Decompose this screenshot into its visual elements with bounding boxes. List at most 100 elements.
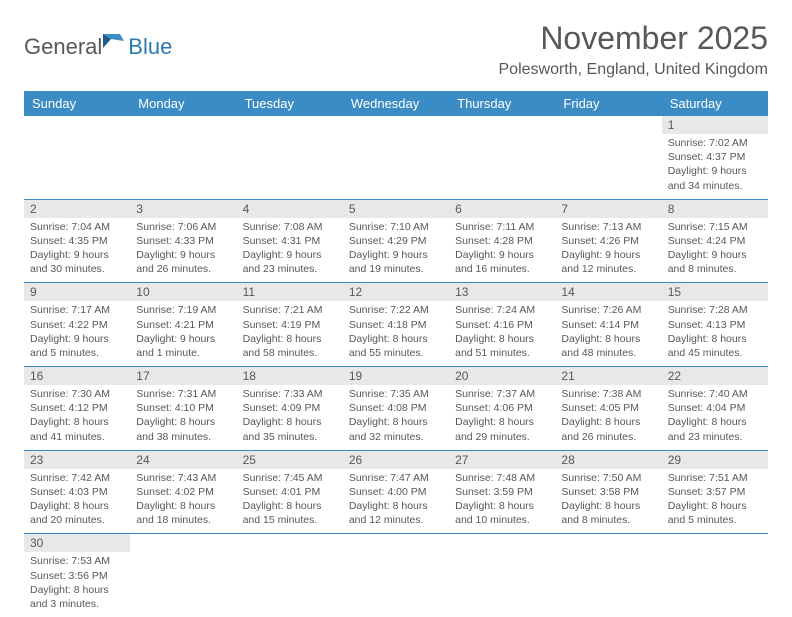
- daylight-text: Daylight: 9 hours and 5 minutes.: [30, 332, 124, 360]
- logo-text-blue: Blue: [128, 34, 172, 60]
- sunrise-text: Sunrise: 7:24 AM: [455, 303, 549, 317]
- sunrise-text: Sunrise: 7:33 AM: [243, 387, 337, 401]
- daylight-text: Daylight: 8 hours and 18 minutes.: [136, 499, 230, 527]
- calendar-cell: 22Sunrise: 7:40 AMSunset: 4:04 PMDayligh…: [662, 367, 768, 451]
- day-header: Tuesday: [237, 91, 343, 116]
- title-block: November 2025 Polesworth, England, Unite…: [499, 20, 769, 79]
- day-content: Sunrise: 7:02 AMSunset: 4:37 PMDaylight:…: [662, 134, 768, 199]
- day-number: 17: [130, 367, 236, 385]
- calendar-cell: 4Sunrise: 7:08 AMSunset: 4:31 PMDaylight…: [237, 199, 343, 283]
- sunset-text: Sunset: 4:29 PM: [349, 234, 443, 248]
- day-number: 18: [237, 367, 343, 385]
- day-content: Sunrise: 7:13 AMSunset: 4:26 PMDaylight:…: [555, 218, 661, 283]
- daylight-text: Daylight: 9 hours and 34 minutes.: [668, 164, 762, 192]
- calendar-cell: [555, 116, 661, 199]
- daylight-text: Daylight: 9 hours and 30 minutes.: [30, 248, 124, 276]
- day-number: 13: [449, 283, 555, 301]
- sunrise-text: Sunrise: 7:10 AM: [349, 220, 443, 234]
- calendar-cell: 21Sunrise: 7:38 AMSunset: 4:05 PMDayligh…: [555, 367, 661, 451]
- sunrise-text: Sunrise: 7:53 AM: [30, 554, 124, 568]
- calendar-cell: [662, 534, 768, 617]
- sunset-text: Sunset: 4:00 PM: [349, 485, 443, 499]
- calendar-cell: 17 Sunrise: 7:31 AMSunset: 4:10 PMDayligh…: [130, 367, 236, 451]
- day-content: Sunrise: 7:15 AMSunset: 4:24 PMDaylight:…: [662, 218, 768, 283]
- day-content: Sunrise: 7:33 AMSunset: 4:09 PMDaylight:…: [237, 385, 343, 450]
- daylight-text: Daylight: 8 hours and 38 minutes.: [136, 415, 230, 443]
- calendar-cell: [343, 116, 449, 199]
- day-number: 16: [24, 367, 130, 385]
- sunrise-text: Sunrise: 7:08 AM: [243, 220, 337, 234]
- calendar-week: 2Sunrise: 7:04 AMSunset: 4:35 PMDaylight…: [24, 199, 768, 283]
- daylight-text: Daylight: 8 hours and 12 minutes.: [349, 499, 443, 527]
- calendar-cell: [130, 534, 236, 617]
- calendar-cell: [555, 534, 661, 617]
- daylight-text: Daylight: 8 hours and 3 minutes.: [30, 583, 124, 611]
- day-number: 25: [237, 451, 343, 469]
- calendar-cell: 30Sunrise: 7:53 AMSunset: 3:56 PMDayligh…: [24, 534, 130, 617]
- sunset-text: Sunset: 3:57 PM: [668, 485, 762, 499]
- day-header: Saturday: [662, 91, 768, 116]
- sunrise-text: Sunrise: 7:15 AM: [668, 220, 762, 234]
- day-header: Sunday: [24, 91, 130, 116]
- day-content: Sunrise: 7:11 AMSunset: 4:28 PMDaylight:…: [449, 218, 555, 283]
- sunrise-text: Sunrise: 7:40 AM: [668, 387, 762, 401]
- day-number: 1: [662, 116, 768, 134]
- sunset-text: Sunset: 4:28 PM: [455, 234, 549, 248]
- day-number: 20: [449, 367, 555, 385]
- day-number: 29: [662, 451, 768, 469]
- sunrise-text: Sunrise: 7:37 AM: [455, 387, 549, 401]
- sunrise-text: Sunrise: 7:13 AM: [561, 220, 655, 234]
- day-content: Sunrise: 7:42 AMSunset: 4:03 PMDaylight:…: [24, 469, 130, 534]
- day-content: Sunrise: 7:24 AMSunset: 4:16 PMDaylight:…: [449, 301, 555, 366]
- calendar-header-row: SundayMondayTuesdayWednesdayThursdayFrid…: [24, 91, 768, 116]
- calendar-cell: [449, 534, 555, 617]
- sunset-text: Sunset: 4:31 PM: [243, 234, 337, 248]
- day-number: 14: [555, 283, 661, 301]
- daylight-text: Daylight: 9 hours and 23 minutes.: [243, 248, 337, 276]
- day-number: 15: [662, 283, 768, 301]
- calendar-cell: 9Sunrise: 7:17 AMSunset: 4:22 PMDaylight…: [24, 283, 130, 367]
- sunset-text: Sunset: 4:10 PM: [136, 401, 230, 415]
- calendar-cell: 13Sunrise: 7:24 AMSunset: 4:16 PMDayligh…: [449, 283, 555, 367]
- sunrise-text: Sunrise: 7:38 AM: [561, 387, 655, 401]
- calendar-week: 16Sunrise: 7:30 AMSunset: 4:12 PMDayligh…: [24, 367, 768, 451]
- sunset-text: Sunset: 4:08 PM: [349, 401, 443, 415]
- calendar-cell: 11Sunrise: 7:21 AMSunset: 4:19 PMDayligh…: [237, 283, 343, 367]
- sunrise-text: Sunrise: 7:02 AM: [668, 136, 762, 150]
- daylight-text: Daylight: 8 hours and 23 minutes.: [668, 415, 762, 443]
- calendar-cell: 7Sunrise: 7:13 AMSunset: 4:26 PMDaylight…: [555, 199, 661, 283]
- calendar-cell: [449, 116, 555, 199]
- calendar-week: 1Sunrise: 7:02 AMSunset: 4:37 PMDaylight…: [24, 116, 768, 199]
- header: General Blue November 2025 Polesworth, E…: [24, 20, 768, 79]
- day-content: Sunrise: 7:48 AMSunset: 3:59 PMDaylight:…: [449, 469, 555, 534]
- day-content: Sunrise: 7:19 AMSunset: 4:21 PMDaylight:…: [130, 301, 236, 366]
- sunset-text: Sunset: 4:05 PM: [561, 401, 655, 415]
- sunrise-text: Sunrise: 7:31 AM: [136, 387, 230, 401]
- calendar-cell: 18Sunrise: 7:33 AMSunset: 4:09 PMDayligh…: [237, 367, 343, 451]
- sunrise-text: Sunrise: 7:42 AM: [30, 471, 124, 485]
- day-content: Sunrise: 7:26 AMSunset: 4:14 PMDaylight:…: [555, 301, 661, 366]
- day-number: 11: [237, 283, 343, 301]
- day-number: 27: [449, 451, 555, 469]
- day-number: 19: [343, 367, 449, 385]
- day-number: 5: [343, 200, 449, 218]
- daylight-text: Daylight: 8 hours and 32 minutes.: [349, 415, 443, 443]
- daylight-text: Daylight: 8 hours and 35 minutes.: [243, 415, 337, 443]
- day-content: Sunrise: 7:38 AMSunset: 4:05 PMDaylight:…: [555, 385, 661, 450]
- sunrise-text: Sunrise: 7:17 AM: [30, 303, 124, 317]
- flag-icon: [102, 32, 126, 55]
- daylight-text: Daylight: 8 hours and 45 minutes.: [668, 332, 762, 360]
- calendar-cell: 19Sunrise: 7:35 AMSunset: 4:08 PMDayligh…: [343, 367, 449, 451]
- day-number: 9: [24, 283, 130, 301]
- daylight-text: Daylight: 8 hours and 26 minutes.: [561, 415, 655, 443]
- calendar-week: 23Sunrise: 7:42 AMSunset: 4:03 PMDayligh…: [24, 450, 768, 534]
- daylight-text: Daylight: 8 hours and 51 minutes.: [455, 332, 549, 360]
- calendar-cell: [237, 534, 343, 617]
- calendar-cell: 10Sunrise: 7:19 AMSunset: 4:21 PMDayligh…: [130, 283, 236, 367]
- sunset-text: Sunset: 4:18 PM: [349, 318, 443, 332]
- calendar-cell: [24, 116, 130, 199]
- day-number: 8: [662, 200, 768, 218]
- calendar-cell: 6Sunrise: 7:11 AMSunset: 4:28 PMDaylight…: [449, 199, 555, 283]
- calendar-cell: 27Sunrise: 7:48 AMSunset: 3:59 PMDayligh…: [449, 450, 555, 534]
- calendar-week: 30Sunrise: 7:53 AMSunset: 3:56 PMDayligh…: [24, 534, 768, 617]
